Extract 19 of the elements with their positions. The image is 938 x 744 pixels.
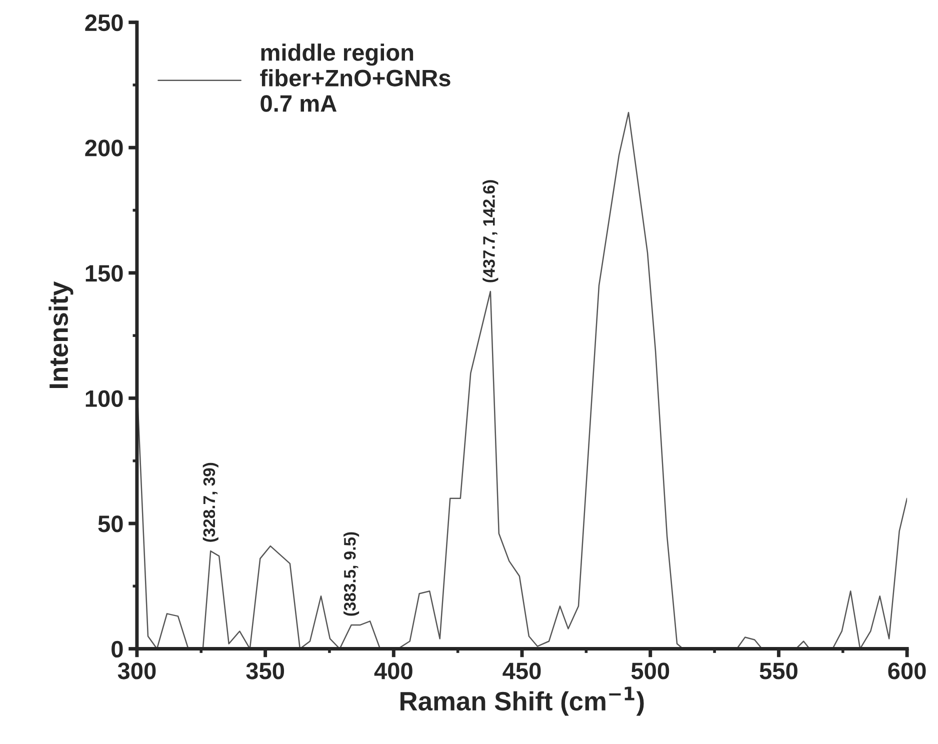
y-tick-label: 100: [86, 390, 123, 407]
y-tick-label: 200: [85, 140, 123, 156]
x-tick-label: 450: [502, 662, 541, 680]
y-axis-title: Intensity: [48, 281, 74, 388]
x-tick-label: 550: [760, 662, 798, 680]
y-tick-label: 0: [112, 640, 123, 658]
annotation: (437.7, 142.6): [482, 180, 498, 282]
x-tick-label: 300: [118, 662, 156, 680]
x-tick-label: 350: [246, 662, 284, 680]
y-tick-label: 150: [86, 264, 123, 282]
x-axis-title: Raman Shift (cm$^{−1}$): [400, 686, 644, 716]
legend-label: middle region fiber+ZnO+GNRs 0.7 mA: [260, 44, 450, 112]
x-tick-label: 600: [888, 662, 926, 680]
annotation: (328.7, 39): [202, 462, 218, 542]
x-tick-label: 500: [631, 662, 670, 680]
annotation: (383.5, 9.5): [344, 532, 360, 616]
y-tick-label: 50: [98, 516, 123, 532]
y-tick-label: 250: [85, 14, 123, 32]
x-tick-label: 400: [374, 662, 412, 680]
